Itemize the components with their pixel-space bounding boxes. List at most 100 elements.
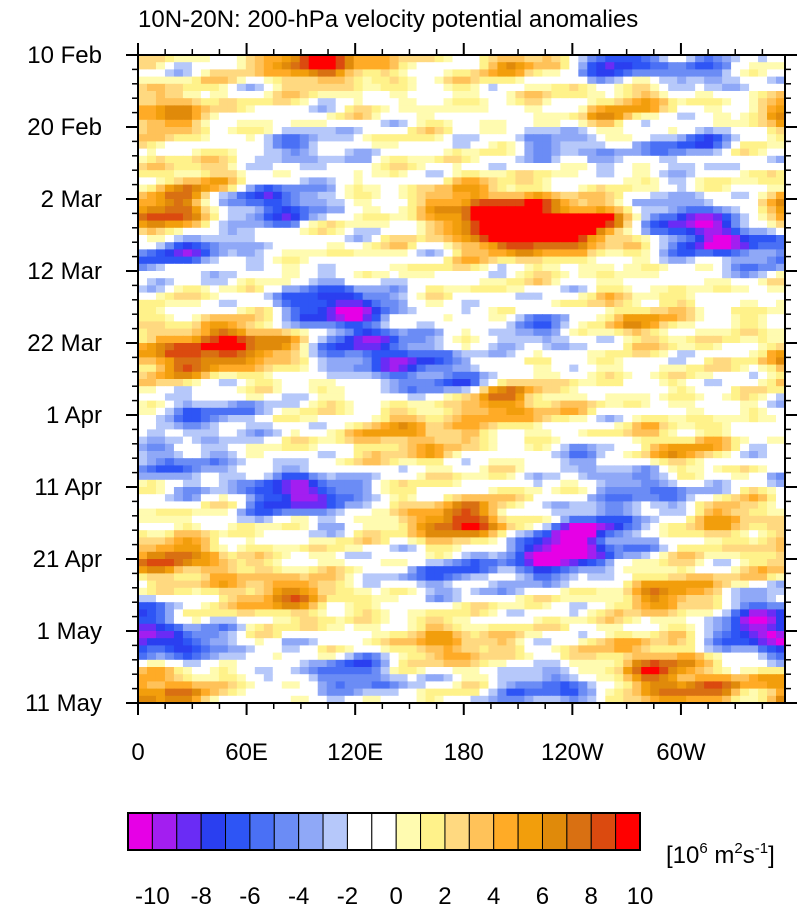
heatmap-cell <box>299 119 310 128</box>
heatmap-cell <box>461 335 472 344</box>
heatmap-cell <box>299 393 310 402</box>
heatmap-cell <box>578 451 588 459</box>
heatmap-cell <box>227 105 238 114</box>
heatmap-cell <box>425 537 436 546</box>
heatmap-cell <box>776 307 785 315</box>
heatmap-cell <box>632 443 642 452</box>
heatmap-cell <box>605 429 615 438</box>
heatmap-cell <box>353 278 364 286</box>
heatmap-cell <box>758 371 768 380</box>
heatmap-cell <box>138 249 148 258</box>
heatmap-cell <box>236 508 247 517</box>
heatmap-cell <box>227 141 238 150</box>
heatmap-cell <box>254 335 265 344</box>
heatmap-cell <box>587 422 597 430</box>
heatmap-cell <box>776 62 785 70</box>
heatmap-cell <box>542 544 552 553</box>
heatmap-cell <box>578 105 588 114</box>
heatmap-cell <box>515 523 526 531</box>
heatmap-cell <box>650 321 660 330</box>
heatmap-cell <box>290 55 301 63</box>
heatmap-cell <box>731 379 741 387</box>
heatmap-cell <box>200 551 211 560</box>
heatmap-cell <box>308 235 319 243</box>
heatmap-cell <box>488 127 499 135</box>
heatmap-cell <box>434 191 445 200</box>
heatmap-cell <box>434 314 445 322</box>
heatmap-cell <box>461 263 472 272</box>
heatmap-cell <box>722 69 732 78</box>
heatmap-cell <box>317 220 328 229</box>
heatmap-cell <box>650 393 660 402</box>
heatmap-cell <box>605 134 615 142</box>
heatmap-cell <box>659 285 669 294</box>
heatmap-cell <box>470 141 481 150</box>
heatmap-cell <box>614 364 624 373</box>
heatmap-cell <box>686 458 696 466</box>
heatmap-cell <box>254 112 265 121</box>
heatmap-cell <box>434 263 445 272</box>
heatmap-cell <box>209 350 220 358</box>
heatmap-cell <box>191 307 202 315</box>
heatmap-cell <box>191 220 202 229</box>
heatmap-cell <box>353 98 364 106</box>
heatmap-cell <box>236 501 247 510</box>
heatmap-cell <box>272 55 283 63</box>
heatmap-cell <box>704 155 714 164</box>
heatmap-cell <box>587 443 597 452</box>
heatmap-cell <box>452 458 463 466</box>
heatmap-cell <box>290 379 301 387</box>
heatmap-cell <box>191 127 202 135</box>
heatmap-cell <box>470 472 481 481</box>
heatmap-cell <box>138 206 148 214</box>
heatmap-cell <box>695 292 705 301</box>
heatmap-cell <box>173 141 184 150</box>
heatmap-cell <box>380 134 391 142</box>
heatmap-cell <box>344 429 355 438</box>
heatmap-cell <box>138 508 148 517</box>
heatmap-cell <box>533 235 543 243</box>
heatmap-cell <box>416 479 427 488</box>
heatmap-cell <box>425 249 436 258</box>
heatmap-cell <box>551 314 561 322</box>
heatmap-cell <box>236 465 247 474</box>
heatmap-cell <box>146 523 157 531</box>
heatmap-cell <box>254 479 265 488</box>
heatmap-cell <box>173 335 184 344</box>
heatmap-cell <box>632 278 642 286</box>
heatmap-cell <box>272 501 283 510</box>
heatmap-cell <box>668 487 678 495</box>
heatmap-cell <box>389 62 400 70</box>
heatmap-cell <box>362 191 373 200</box>
heatmap-cell <box>479 321 490 330</box>
heatmap-cell <box>641 422 651 430</box>
heatmap-cell <box>317 508 328 517</box>
heatmap-cell <box>227 386 238 394</box>
heatmap-cell <box>587 112 597 121</box>
heatmap-cell <box>164 458 175 466</box>
heatmap-cell <box>632 537 642 546</box>
heatmap-cell <box>731 76 741 85</box>
heatmap-cell <box>578 292 588 301</box>
heatmap-cell <box>209 551 220 560</box>
heatmap-cell <box>353 479 364 488</box>
heatmap-cell <box>596 271 606 279</box>
heatmap-cell <box>668 530 678 538</box>
heatmap-cell <box>308 148 319 157</box>
heatmap-cell <box>767 335 777 344</box>
heatmap-cell <box>677 415 687 423</box>
heatmap-cell <box>380 494 391 502</box>
heatmap-cell <box>263 163 274 171</box>
heatmap-cell <box>461 537 472 546</box>
heatmap-cell <box>767 364 777 373</box>
heatmap-cell <box>497 335 508 344</box>
heatmap-cell <box>272 235 283 243</box>
heatmap-cell <box>371 83 382 92</box>
heatmap-cell <box>326 55 337 63</box>
heatmap-cell <box>182 472 193 481</box>
heatmap-cell <box>155 544 166 553</box>
heatmap-cell <box>182 83 193 92</box>
heatmap-cell <box>704 515 714 524</box>
heatmap-cell <box>551 515 561 524</box>
heatmap-cell <box>308 422 319 430</box>
